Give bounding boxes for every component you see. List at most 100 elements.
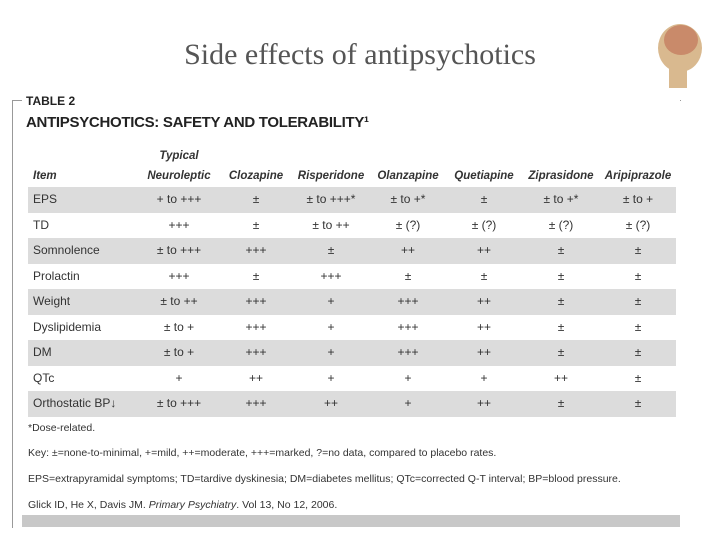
table-cell: ± to +++* [306,192,356,206]
table-cell: ± [557,268,565,283]
table-cell: ++ [553,370,568,385]
table-row: QTc + ++ + + + ++ ± [28,366,676,392]
table-cell: +++ [245,243,267,257]
row-label: Weight [33,294,71,308]
table-cell: ± [634,268,642,283]
row-label: TD [33,217,49,232]
table-cell: ± (?) [471,217,497,232]
table-cell: ± [634,370,642,385]
bottom-strip [22,515,680,527]
table-cell: ± (?) [625,217,651,232]
table-cell: +++ [320,268,342,283]
row-label: QTc [33,370,55,385]
table-cell: ± to ++ [160,294,198,308]
table-row: Weight ± to ++ +++ + +++ ++ ± ± [28,289,676,315]
column-header: Clozapine [228,170,284,182]
table-cell: ++ [476,345,491,359]
brain-illustration [658,24,702,88]
row-label: DM [33,345,52,359]
table-cell: +++ [397,319,419,334]
table-cell: +++ [397,345,419,359]
table-title: ANTIPSYCHOTICS: SAFETY AND TOLERABILITY¹ [26,114,369,131]
row-label: Dyslipidemia [33,319,102,334]
table-cell: + to +++ [156,192,202,206]
table-row: DM ± to + +++ + +++ ++ ± ± [28,340,676,366]
column-header: Aripiprazole [604,170,672,182]
citation: Glick ID, He X, Davis JM. Primary Psychi… [28,499,337,511]
table-cell: ++ [248,370,263,385]
table-row: Dyslipidemia ± to + +++ + +++ ++ ± ± [28,315,676,341]
table-cell: ++ [476,243,491,257]
table-row: Orthostatic BP↓ ± to +++ +++ ++ + ++ ± ± [28,391,676,417]
table-cell: ++ [476,319,491,334]
table-cell: ++ [323,396,338,410]
table-cell: ± [252,217,260,232]
table-cell: ± (?) [548,217,574,232]
table-cell: ± to + [163,345,195,359]
table-row: EPS + to +++ ± ± to +++* ± to +* ± ± to +* ± to… [28,187,676,213]
table-cell: ± to +++ [156,396,202,410]
table-cell: + [327,345,335,359]
table-cell: + [404,370,412,385]
citation-volume: . Vol 13, No 12, 2006. [236,499,338,511]
footnote: *Dose-related. [28,422,96,434]
table-cell: +++ [397,294,419,308]
table-cell: ++ [476,396,491,410]
row-label: Somnolence [33,243,100,257]
table-cell: +++ [245,319,267,334]
table-cell: +++ [245,294,267,308]
table-cell: + [404,396,412,410]
table-cell: ++ [400,243,415,257]
table-row: Prolactin +++ ± +++ ± ± ± ± [28,264,676,290]
table-cell: ± [634,345,642,359]
table-cell: +++ [168,268,190,283]
table-cell: ± [557,243,565,257]
row-label: Prolactin [33,268,80,283]
table-cell: ± [634,396,642,410]
table-cell: +++ [168,217,190,232]
column-header: Ziprasidone [528,170,594,182]
table-cell: + [175,370,183,385]
table-cell: + [327,294,335,308]
table-cell: + [327,370,335,385]
table-cell: ± (?) [395,217,421,232]
column-header: Quetiapine [454,170,514,182]
table-cell: ± to ++ [312,217,350,232]
citation-journal: Primary Psychiatry [148,499,237,511]
table-cell: + [480,370,488,385]
table-cell: ± [252,192,260,206]
row-label: EPS [33,192,58,206]
table-cell: ± to +* [543,192,579,206]
footnote: Key: ±=none-to-minimal, +=mild, ++=moder… [28,447,497,459]
table-label: TABLE 2 [26,94,76,108]
column-header: Item [33,170,57,182]
table-cell: ± [634,294,642,308]
footnote: EPS=extrapyramidal symptoms; TD=tardive … [28,473,621,485]
table-cell: ± [480,268,488,283]
citation-authors: Glick ID, He X, Davis JM. [28,499,149,511]
row-label: Orthostatic BP↓ [33,396,117,410]
table-cell: ± [557,319,565,334]
column-header: Risperidone [297,170,365,182]
table-cell: ± [480,192,488,206]
table-cell: ± to + [163,319,195,334]
table-cell: ± [557,396,565,410]
table-cell: + [327,319,335,334]
table-cell: ± to +++ [156,243,202,257]
table-row: Somnolence ± to +++ +++ ± ++ ++ ± ± [28,238,676,264]
table-cell: +++ [245,396,267,410]
table-cell: ++ [476,294,491,308]
table-cell: ± to +* [390,192,426,206]
neck [669,68,687,88]
table-cell: +++ [245,345,267,359]
table-row: TD +++ ± ± to ++ ± (?) ± (?) ± (?) ± (?) [28,213,676,239]
table-cell: ± [634,319,642,334]
slide-title: Side effects of antipsychotics [184,38,536,71]
table-cell: ± [327,243,335,257]
table-cell: ± [557,345,565,359]
table-cell: ± [634,243,642,257]
column-header: Typical Neuroleptic [147,150,211,182]
column-header: Olanzapine [377,170,439,182]
table-cell: ± [404,268,412,283]
